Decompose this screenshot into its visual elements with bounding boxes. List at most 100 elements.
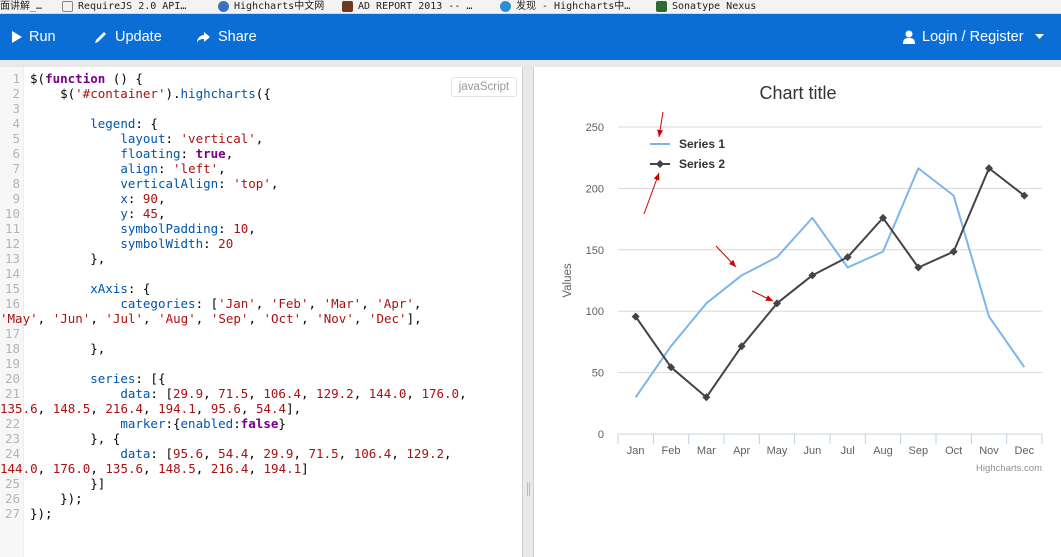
x-tick-label: Aug: [873, 445, 893, 457]
run-label: Run: [29, 29, 56, 45]
series-2-point: [702, 393, 711, 402]
code-line: categories: ['Jan', 'Feb', 'Mar', 'Apr',: [120, 296, 422, 311]
bookmark-label: 面讲解_…: [0, 1, 43, 12]
line-number: 8: [12, 176, 20, 191]
code-line: $(function () {: [30, 71, 143, 86]
code-line: verticalAlign: 'top',: [120, 176, 279, 191]
y-tick-label: 150: [586, 245, 604, 257]
login-register-dropdown[interactable]: Login / Register: [903, 14, 1044, 60]
code-line: }, {: [30, 431, 121, 446]
code-line: [30, 356, 38, 371]
series-2-point: [1020, 191, 1029, 200]
series-2-point: [737, 342, 746, 351]
series-2-point: [631, 312, 640, 321]
credits-label: Highcharts.com: [976, 463, 1042, 474]
x-tick-label: Jan: [627, 445, 645, 457]
line-number: 27: [4, 506, 20, 521]
code-line: });: [30, 506, 53, 521]
code-line: data: [29.9, 71.5, 106.4, 129.2, 144.0, …: [120, 386, 467, 401]
series-line-1: [634, 167, 1026, 398]
x-tick-label: Dec: [1015, 445, 1035, 457]
run-button[interactable]: Run: [12, 14, 56, 60]
code-line: }]: [30, 476, 106, 491]
x-tick-label: Feb: [662, 445, 681, 457]
code-line: symbolPadding: 10,: [120, 221, 256, 236]
bookmark-label: Highcharts中文网: [234, 1, 325, 12]
code-line: data: [95.6, 54.4, 29.9, 71.5, 106.4, 12…: [120, 446, 452, 461]
pencil-icon: [95, 32, 106, 43]
series-2-point: [949, 247, 958, 256]
nexus-icon: [656, 1, 667, 12]
y-axis-title: Values: [562, 263, 574, 298]
line-number: 23: [4, 431, 20, 446]
annotation-arrowhead-icon: [729, 259, 736, 267]
line-number: 2: [12, 86, 20, 101]
code-line: 'May', 'Jun', 'Jul', 'Aug', 'Sep', 'Oct'…: [0, 311, 422, 326]
annotation-arrow-icon: [643, 172, 660, 215]
line-number: 10: [4, 206, 20, 221]
x-tick-label: Apr: [733, 445, 750, 457]
code-line: },: [30, 341, 106, 356]
line-number: 15: [4, 281, 20, 296]
highcharts-icon: [218, 1, 229, 12]
y-tick-label: 50: [592, 368, 604, 380]
series-2-point: [808, 271, 817, 280]
series-2-point: [667, 363, 675, 372]
code-line: xAxis: {: [90, 281, 151, 296]
code-line: legend: {: [90, 116, 158, 131]
series-2-point: [843, 253, 852, 262]
code-line: });: [30, 491, 83, 506]
code-line: align: 'left',: [120, 161, 226, 176]
language-badge: javaScript: [451, 77, 517, 97]
share-button[interactable]: Share: [196, 14, 257, 60]
x-tick-label: Jul: [841, 445, 855, 457]
bookmark-label: Sonatype Nexus: [672, 1, 757, 12]
bookmark-item[interactable]: AD REPORT 2013 -- …: [342, 0, 472, 13]
line-number: 3: [12, 101, 20, 116]
x-tick-label: Mar: [697, 445, 716, 457]
annotation-arrowhead-icon: [765, 295, 773, 301]
splitter-grip-icon[interactable]: [527, 482, 530, 496]
discover-icon: [500, 1, 511, 12]
line-number: 21: [4, 386, 20, 401]
code-editor[interactable]: 1 2 3 4 5 6 7 8 9 10 11 12 13 14 15 16 17 18 19 20 21 22 23 24 2…: [0, 67, 523, 557]
line-number: 16: [4, 296, 20, 311]
bookmark-item[interactable]: 面讲解_…: [0, 0, 42, 13]
code-line: [30, 326, 38, 341]
x-tick-label: Nov: [979, 445, 999, 457]
line-number: 12: [4, 236, 20, 251]
y-tick-label: 250: [586, 122, 604, 134]
pane-splitter[interactable]: [524, 67, 533, 557]
line-number: 26: [4, 491, 20, 506]
chart-title: Chart title: [759, 83, 836, 103]
x-tick-label: Sep: [909, 445, 929, 457]
series-2-point: [914, 263, 923, 272]
line-number: 4: [12, 116, 20, 131]
annotation-arrowhead-icon: [657, 129, 664, 137]
y-tick-label: 0: [598, 429, 604, 441]
code-line: [30, 101, 38, 116]
code-line: [30, 266, 38, 281]
bookmark-item[interactable]: RequireJS 2.0 API…: [62, 0, 186, 13]
series-2-point: [879, 213, 887, 222]
bookmark-item[interactable]: Highcharts中文网: [218, 0, 324, 13]
page-icon: [62, 1, 73, 12]
code-line: marker:{enabled:false}: [120, 416, 286, 431]
legend-item-label: Series 1: [679, 137, 725, 151]
line-chart: Chart title 0 50 100 150 200 250 Values Jan Feb Ma…: [562, 83, 1043, 474]
share-icon: [197, 31, 210, 43]
series-line-2: [634, 167, 1025, 399]
y-tick-label: 100: [586, 306, 604, 318]
bookmark-item[interactable]: 发现 - Highcharts中…: [500, 0, 630, 13]
update-label: Update: [115, 29, 162, 45]
bookmark-item[interactable]: Sonatype Nexus: [656, 0, 756, 13]
bookmarks-bar: 面讲解_… RequireJS 2.0 API… Highcharts中文网 A…: [0, 0, 1061, 14]
annotation-arrowhead-icon: [653, 173, 660, 181]
update-button[interactable]: Update: [94, 14, 162, 60]
bookmark-label: AD REPORT 2013 -- …: [358, 1, 473, 12]
line-number-gutter: 1 2 3 4 5 6 7 8 9 10 11 12 13 14 15 16 17 18 19 20 21 22 23 24 2…: [0, 67, 24, 557]
login-register-label: Login / Register: [922, 29, 1024, 45]
line-number: 22: [4, 416, 20, 431]
line-number: 14: [4, 266, 20, 281]
code-line: series: [{: [90, 371, 166, 386]
